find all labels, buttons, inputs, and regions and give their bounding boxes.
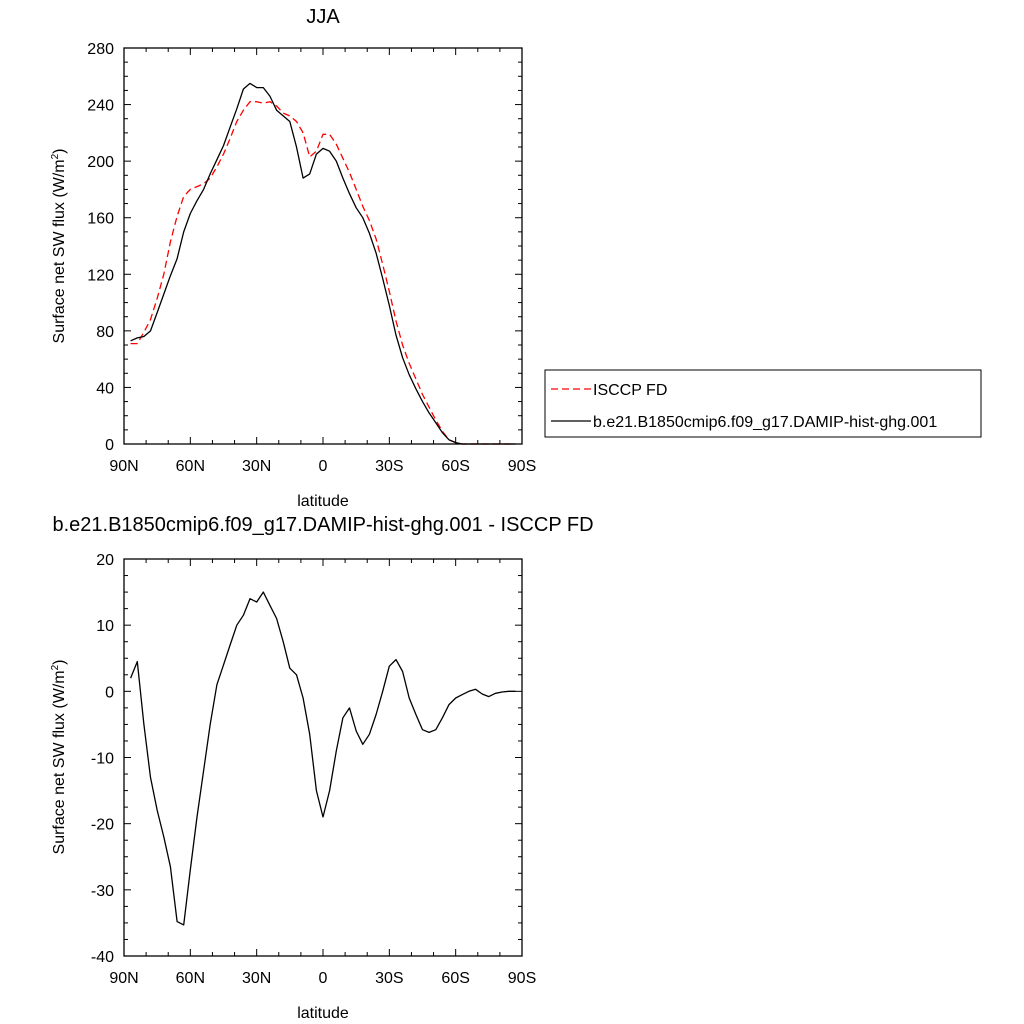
x-axis-label: latitude: [297, 1005, 349, 1022]
x-axis-label: latitude: [297, 493, 349, 510]
y-axis-label: Surface net SW flux (W/m2): [50, 660, 68, 855]
y-tick-label: 280: [87, 41, 114, 58]
y-tick-labels: -40 -30 -20 -10 0 10 20: [91, 552, 114, 966]
series-line-model: [130, 82, 516, 445]
x-tick-label: 30S: [375, 458, 403, 475]
y-tick-label: 20: [96, 552, 114, 569]
y-tick-label: 10: [96, 618, 114, 635]
y-tick-labels: 0 40 80 120 160 200 240 280: [87, 41, 114, 454]
x-tick-label: 60S: [441, 970, 469, 987]
legend-label-isccp: ISCCP FD: [593, 382, 667, 399]
chart-title: JJA: [306, 6, 340, 28]
legend-label-model: b.e21.B1850cmip6.f09_g17.DAMIP-hist-ghg.…: [593, 414, 937, 431]
chart-title: b.e21.B1850cmip6.f09_g17.DAMIP-hist-ghg.…: [52, 514, 593, 536]
y-tick-label: 240: [87, 98, 114, 115]
axis-ticks: [123, 47, 523, 445]
series-lines: [130, 82, 516, 445]
y-tick-label: -20: [91, 817, 114, 834]
y-tick-label: 120: [87, 267, 114, 284]
y-tick-label: -30: [91, 883, 114, 900]
x-tick-labels: 90N 60N 30N 0 30S 60S 90S: [109, 458, 536, 475]
x-tick-label: 90N: [109, 970, 138, 987]
y-tick-label: -10: [91, 751, 114, 768]
x-tick-labels: 90N 60N 30N 0 30S 60S 90S: [109, 970, 536, 987]
y-tick-label: 40: [96, 380, 114, 397]
x-tick-label: 30S: [375, 970, 403, 987]
series-line-model: [129, 591, 516, 926]
plot-frame: [123, 558, 523, 957]
chart-panel-bottom: b.e21.B1850cmip6.f09_g17.DAMIP-hist-ghg.…: [50, 514, 594, 1022]
x-tick-label: 90S: [508, 458, 536, 475]
y-tick-label: 80: [96, 324, 114, 341]
x-tick-label: 60S: [441, 458, 469, 475]
x-tick-label: 0: [319, 970, 328, 987]
y-tick-label: 200: [87, 154, 114, 171]
x-tick-label: 60N: [176, 970, 205, 987]
legend-box: [544, 369, 982, 438]
x-tick-label: 0: [319, 458, 328, 475]
legend: ISCCP FD b.e21.B1850cmip6.f09_g17.DAMIP-…: [544, 369, 982, 438]
y-axis-label: Surface net SW flux (W/m2): [50, 149, 68, 344]
series-lines: [129, 591, 516, 926]
chart-panel-top: JJA 0 40 80 120 160 200 240 280 90N 60N 30N 0 30S 60…: [50, 6, 536, 510]
y-tick-label: 0: [105, 437, 114, 454]
y-tick-label: 0: [105, 684, 114, 701]
x-tick-label: 90N: [109, 458, 138, 475]
x-tick-label: 60N: [176, 458, 205, 475]
axis-ticks: [123, 558, 523, 957]
y-tick-label: -40: [91, 949, 114, 966]
x-tick-label: 30N: [242, 970, 271, 987]
series-line-isccp: [130, 101, 516, 445]
y-tick-label: 160: [87, 211, 114, 228]
x-tick-label: 30N: [242, 458, 271, 475]
plot-frame: [123, 47, 523, 445]
x-tick-label: 90S: [508, 970, 536, 987]
